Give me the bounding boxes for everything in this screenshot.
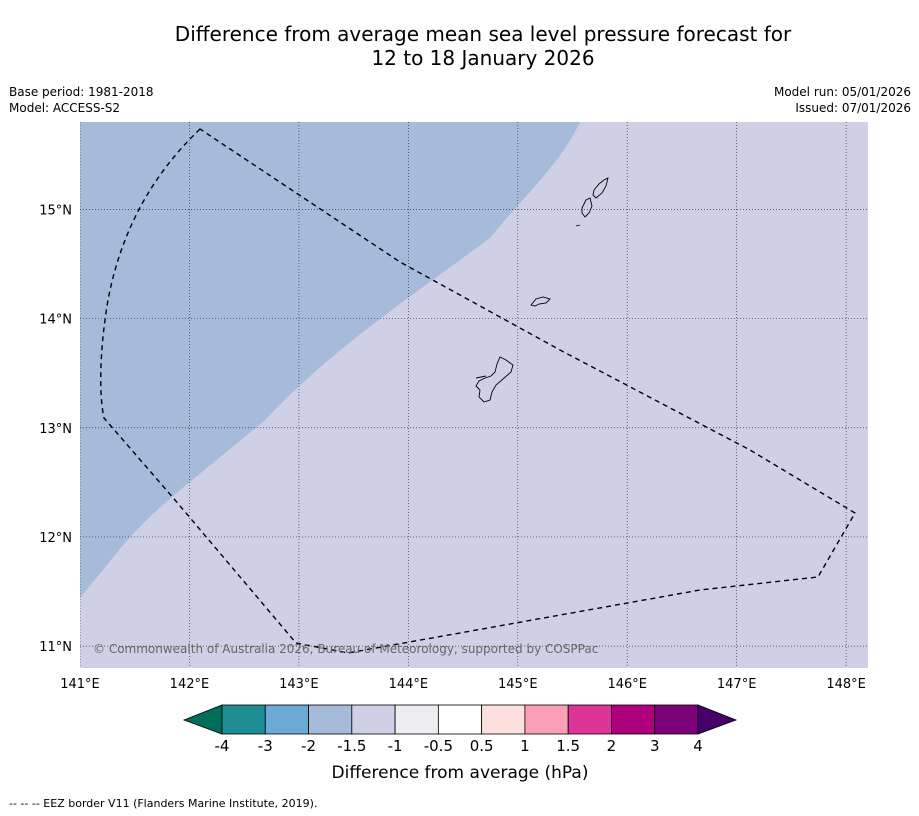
lon-tick-label: 148°E (826, 677, 866, 692)
meta-right: Model run: 05/01/2026 Issued: 07/01/2026 (774, 84, 911, 116)
island-saipan (592, 177, 609, 199)
colorbar-tick-label: 3 (650, 737, 660, 755)
copyright-notice: © Commonwealth of Australia 2026, Bureau… (93, 642, 598, 656)
model-run: Model run: 05/01/2026 (773, 85, 911, 99)
chart-title: Difference from average mean sea level p… (0, 22, 919, 70)
lon-tick-label: 145°E (498, 677, 538, 692)
colorbar-segment (221, 704, 266, 735)
anomaly-shaded-area (80, 122, 580, 598)
lon-tick-label: 147°E (717, 677, 757, 692)
graticule (80, 122, 868, 668)
eez-border (100, 128, 856, 654)
lat-tick-labels: 11°N 12°N 13°N 14°N 15°N (39, 203, 72, 655)
lon-tick-labels: 141°E 142°E 143°E 144°E 145°E 146°E 147°E 148°E (60, 677, 866, 692)
island-aguijan (575, 224, 581, 227)
colorbar: -4 -3 -2 -1.5 -1 -0.5 0.5 1 1.5 2 3 4 Difference fr… (182, 704, 738, 783)
colorbar-segments (221, 704, 699, 735)
islands (475, 177, 609, 403)
colorbar-tick-label: -2 (301, 737, 316, 755)
colorbar-tick-label: 1.5 (556, 737, 580, 755)
colorbar-tick-label: -3 (258, 737, 273, 755)
colorbar-tick-label: 2 (607, 737, 617, 755)
colorbar-tick-label: -1 (388, 737, 403, 755)
colorbar-segment (308, 704, 353, 735)
lat-tick-label: 12°N (39, 531, 72, 546)
colorbar-tick-label: 0.5 (470, 737, 494, 755)
colorbar-segment (394, 704, 439, 735)
title-line-1: Difference from average mean sea level p… (174, 22, 792, 46)
model-name: Model: ACCESS-S2 (9, 101, 121, 115)
eez-legend-note: -- -- -- EEZ border V11 (Flanders Marine… (9, 797, 318, 810)
colorbar-tick-labels: -4 -3 -2 -1.5 -1 -0.5 0.5 1 1.5 2 3 4 (215, 737, 703, 755)
colorbar-segment (524, 704, 569, 735)
lat-tick-label: 15°N (39, 203, 72, 218)
island-guam-west (475, 375, 487, 379)
lat-tick-label: 14°N (39, 313, 72, 328)
colorbar-tick-label: 4 (693, 737, 703, 755)
island-guam (475, 356, 514, 403)
colorbar-segment (611, 704, 656, 735)
base-period: Base period: 1981-2018 (9, 85, 154, 99)
colorbar-segment (567, 704, 612, 735)
colorbar-tick-label: -1.5 (337, 737, 366, 755)
lon-tick-label: 142°E (170, 677, 210, 692)
title-line-2: 12 to 18 January 2026 (371, 46, 595, 70)
colorbar-segment (437, 704, 483, 735)
lon-tick-label: 141°E (60, 677, 100, 692)
lon-tick-label: 146°E (607, 677, 647, 692)
colorbar-over-arrow (697, 704, 738, 735)
colorbar-tick-label: 1 (520, 737, 530, 755)
lat-tick-label: 11°N (39, 640, 72, 655)
lon-tick-label: 143°E (279, 677, 319, 692)
colorbar-segment (264, 704, 309, 735)
issued-date: Issued: 07/01/2026 (795, 101, 911, 115)
colorbar-tick-label: -0.5 (424, 737, 453, 755)
island-tinian (581, 197, 593, 218)
island-rota (530, 296, 551, 307)
colorbar-segment (654, 704, 699, 735)
colorbar-segment (481, 704, 526, 735)
lon-tick-label: 144°E (389, 677, 429, 692)
colorbar-segment (351, 704, 396, 735)
colorbar-tick-label: -4 (215, 737, 230, 755)
lat-tick-label: 13°N (39, 422, 72, 437)
colorbar-under-arrow (182, 704, 223, 735)
colorbar-title: Difference from average (hPa) (332, 763, 589, 783)
map-panel: © Commonwealth of Australia 2026, Bureau… (80, 122, 868, 668)
meta-left: Base period: 1981-2018 Model: ACCESS-S2 (9, 84, 154, 116)
